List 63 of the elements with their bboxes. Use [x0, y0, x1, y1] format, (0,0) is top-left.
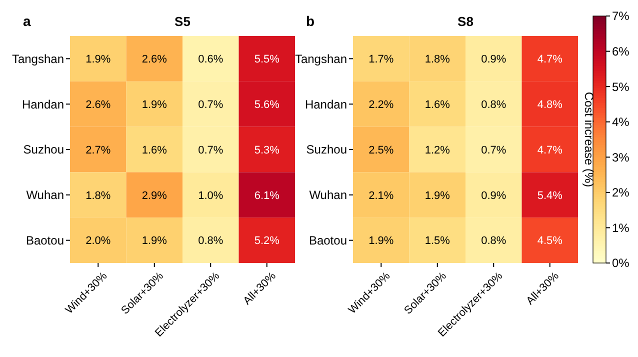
color-bar-title: Cost increase (%): [582, 92, 596, 188]
y-tick-label: Tangshan: [12, 52, 64, 66]
color-bar-label: 4%: [612, 115, 630, 130]
color-bar-label: 1%: [612, 220, 630, 235]
data-label: 5.5%: [254, 54, 280, 66]
chart-title: S8: [458, 14, 474, 29]
data-label: 2.9%: [142, 190, 168, 202]
data-label: 4.7%: [537, 144, 563, 156]
data-label: 0.7%: [198, 98, 224, 111]
data-label: 1.9%: [142, 98, 168, 111]
data-label: 1.2%: [424, 144, 450, 156]
color-bar-label: 2%: [612, 186, 630, 200]
data-label: 2.7%: [86, 144, 111, 156]
data-label: 1.9%: [368, 235, 394, 248]
y-tick-label: Handan: [304, 97, 347, 112]
data-label: 4.7%: [537, 54, 563, 66]
data-label: 1.9%: [142, 235, 168, 248]
y-tick-label: Tangshan: [294, 52, 347, 66]
data-label: 1.6%: [424, 98, 450, 111]
data-label: 5.4%: [537, 190, 563, 202]
data-label: 0.7%: [481, 144, 506, 156]
data-label: 2.5%: [368, 144, 394, 156]
y-tick-label: Wuhan: [26, 188, 64, 202]
data-label: 1.7%: [368, 54, 394, 66]
data-label: 2.6%: [142, 54, 168, 66]
y-tick-label: Suzhou: [23, 142, 64, 157]
data-label: 0.9%: [481, 190, 506, 202]
y-tick-label: Baotou: [308, 234, 347, 248]
data-label: 1.9%: [86, 54, 111, 66]
data-label: 5.2%: [254, 235, 280, 248]
data-label: 2.2%: [368, 98, 394, 111]
data-label: 2.0%: [86, 235, 111, 248]
data-label: 1.9%: [424, 190, 450, 202]
data-label: 5.3%: [254, 144, 280, 156]
y-tick-label: Baotou: [26, 234, 64, 248]
data-label: 1.8%: [424, 54, 450, 66]
data-label: 0.8%: [481, 235, 506, 248]
color-bar-label: 3%: [612, 150, 630, 164]
data-label: 0.6%: [198, 54, 224, 66]
color-bar-label: 5%: [612, 80, 630, 94]
data-label: 0.8%: [481, 98, 506, 111]
data-label: 6.1%: [254, 190, 280, 202]
data-label: 4.8%: [537, 98, 563, 111]
data-label: 0.7%: [198, 144, 224, 156]
text: a: [23, 13, 31, 29]
data-label: 4.5%: [537, 235, 563, 248]
data-label: 1.0%: [198, 190, 224, 202]
y-tick-label: Suzhou: [306, 142, 347, 157]
data-label: 1.6%: [142, 144, 168, 156]
chart-title: S5: [174, 14, 190, 29]
data-label: 5.6%: [254, 98, 280, 111]
y-tick-label: Wuhan: [309, 188, 347, 202]
data-label: 0.9%: [481, 54, 506, 66]
text: b: [306, 13, 315, 29]
color-bar-label: 7%: [612, 9, 630, 24]
data-label: 2.6%: [86, 98, 111, 111]
y-tick-label: Handan: [22, 97, 64, 112]
data-label: 0.8%: [198, 235, 224, 248]
data-label: 2.1%: [368, 190, 394, 202]
color-bar-label: 0%: [612, 256, 630, 270]
color-bar-label: 6%: [612, 44, 630, 58]
data-label: 1.5%: [424, 235, 450, 248]
data-label: 1.8%: [86, 190, 111, 202]
